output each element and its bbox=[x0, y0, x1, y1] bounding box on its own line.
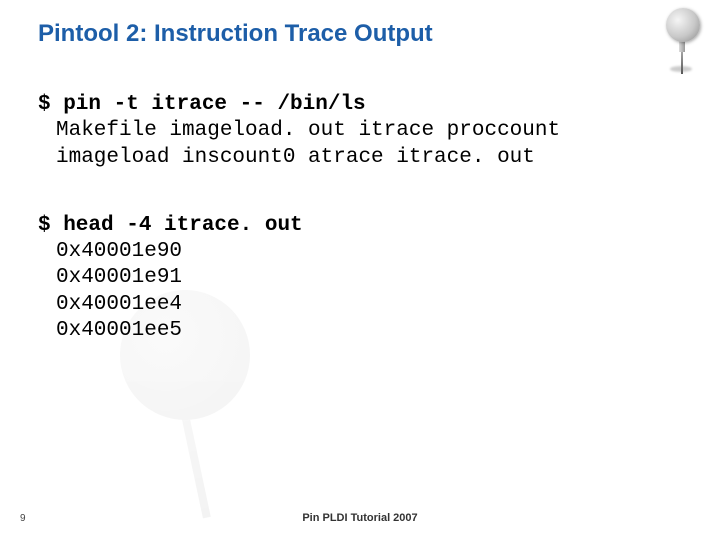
output-line: 0x40001ee4 bbox=[38, 292, 700, 318]
command-line: $ pin -t itrace -- /bin/ls bbox=[38, 92, 700, 118]
output-line: 0x40001e90 bbox=[38, 239, 700, 265]
output-line: 0x40001ee5 bbox=[38, 318, 700, 344]
code-content: $ pin -t itrace -- /bin/lsMakefile image… bbox=[38, 92, 700, 344]
command-line: $ head -4 itrace. out bbox=[38, 213, 700, 239]
output-line: Makefile imageload. out itrace proccount bbox=[38, 118, 700, 144]
pushpin-icon bbox=[650, 8, 710, 78]
output-line: 0x40001e91 bbox=[38, 265, 700, 291]
footer-text: Pin PLDI Tutorial 2007 bbox=[0, 512, 720, 524]
output-line: imageload inscount0 atrace itrace. out bbox=[38, 145, 700, 171]
slide-title: Pintool 2: Instruction Trace Output bbox=[38, 20, 433, 48]
